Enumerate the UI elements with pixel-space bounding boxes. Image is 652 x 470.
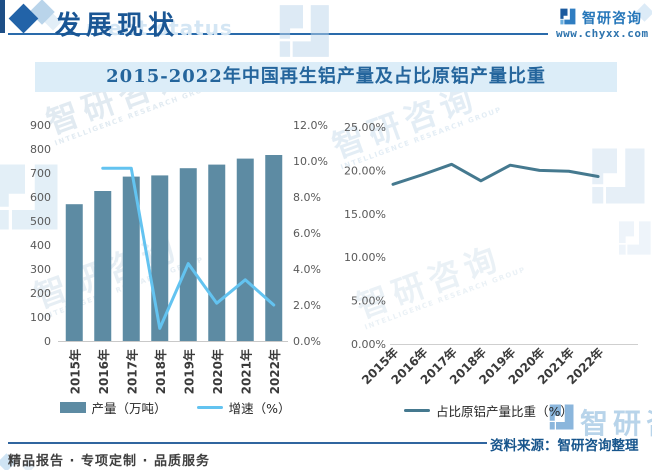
x-label-2016年: 2016年 bbox=[96, 349, 111, 394]
y-tick: 5.00% bbox=[351, 295, 386, 308]
bar-2021年 bbox=[236, 158, 254, 341]
footer-rule bbox=[8, 442, 487, 444]
x-label-2020年: 2020年 bbox=[210, 349, 225, 394]
right-chart-legend: 占比原铝产量比重（%） bbox=[335, 401, 642, 420]
x-label-2015年: 2015年 bbox=[67, 349, 82, 394]
footer-tagline: 精品报告 · 专项定制 · 品质服务 bbox=[8, 454, 210, 469]
y-tick: 20.00% bbox=[344, 164, 386, 177]
left-chart-legend: 产量（万吨） 增速（%） bbox=[20, 398, 330, 417]
x-label-2022年: 2022年 bbox=[267, 349, 282, 394]
ratio-line bbox=[391, 162, 600, 186]
bar-2020年 bbox=[208, 164, 226, 341]
chart-title: 2015-2022年中国再生铝产量及占比原铝产量比重 bbox=[35, 62, 617, 92]
legend-item-growth: 增速（%） bbox=[196, 398, 291, 417]
right-y-tick: 0.0% bbox=[293, 335, 321, 348]
legend-label-production: 产量（万吨） bbox=[91, 401, 167, 416]
brand-url: www.chyxx.com bbox=[556, 27, 649, 40]
y-tick: 25.00% bbox=[344, 121, 386, 134]
section-title: 发展现状 bbox=[55, 11, 180, 41]
y-tick: 10.00% bbox=[344, 251, 386, 264]
x-label-2019年: 2019年 bbox=[181, 349, 196, 394]
right-y-tick: 6.0% bbox=[293, 227, 321, 240]
left-y-tick: 500 bbox=[30, 215, 51, 228]
legend-item-ratio: 占比原铝产量比重（%） bbox=[404, 401, 573, 420]
x-label-2018年: 2018年 bbox=[153, 349, 168, 394]
bar-2019年 bbox=[179, 168, 197, 341]
right-y-tick: 8.0% bbox=[293, 191, 321, 204]
right-y-tick: 12.0% bbox=[293, 119, 328, 132]
brand-logo-icon bbox=[560, 8, 576, 25]
right-y-tick: 2.0% bbox=[293, 299, 321, 312]
bar-2016年 bbox=[94, 191, 112, 341]
right-y-tick: 10.0% bbox=[293, 155, 328, 168]
left-y-tick: 900 bbox=[30, 119, 51, 132]
y-tick: 0.00% bbox=[351, 338, 386, 351]
left-y-tick: 700 bbox=[30, 167, 51, 180]
left-y-tick: 0 bbox=[44, 335, 51, 348]
y-tick: 15.00% bbox=[344, 208, 386, 221]
watermark-brand-large: 智研咨询 bbox=[580, 407, 652, 440]
legend-swatch-production bbox=[59, 402, 86, 413]
left-y-tick: 600 bbox=[30, 191, 51, 204]
legend-swatch-ratio bbox=[404, 409, 431, 412]
production-growth-chart: 0 100 200 300 400 500 600 700 800 900 0.0% 2.0% 4.0%… bbox=[30, 119, 328, 394]
x-label-2017年: 2017年 bbox=[124, 349, 139, 394]
left-y-tick: 200 bbox=[30, 287, 51, 300]
data-source: 资料来源：智研咨询整理 bbox=[490, 438, 639, 454]
ratio-chart: 0.00%5.00%10.00%15.00%20.00%25.00%2015年2… bbox=[344, 121, 638, 387]
left-y-tick: 100 bbox=[30, 311, 51, 324]
right-y-tick: 4.0% bbox=[293, 263, 321, 276]
left-y-tick: 300 bbox=[30, 263, 51, 276]
left-y-tick: 800 bbox=[30, 143, 51, 156]
section-subtitle-ghost: ment status bbox=[86, 16, 233, 40]
bar-2015年 bbox=[65, 204, 83, 341]
legend-label-growth: 增速（%） bbox=[228, 401, 291, 416]
corner-accent bbox=[0, 0, 5, 33]
brand-name: 智研咨询 bbox=[582, 11, 642, 27]
bar-2022年 bbox=[265, 155, 283, 341]
bar-2017年 bbox=[122, 176, 140, 341]
legend-swatch-growth bbox=[196, 406, 223, 409]
left-y-tick: 400 bbox=[30, 239, 51, 252]
legend-label-ratio: 占比原铝产量比重（%） bbox=[436, 404, 573, 419]
x-label-2021年: 2021年 bbox=[238, 349, 253, 394]
watermark-logo-icon bbox=[279, 5, 329, 57]
growth-line bbox=[101, 166, 276, 330]
legend-item-production: 产量（万吨） bbox=[59, 398, 167, 417]
header-rule bbox=[8, 33, 548, 35]
